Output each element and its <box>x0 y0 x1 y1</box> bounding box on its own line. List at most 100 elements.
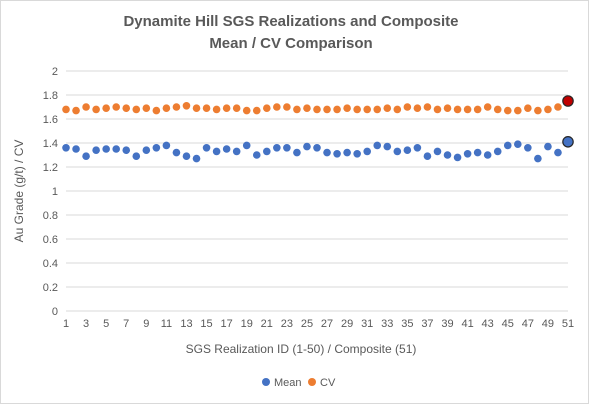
cv-point <box>313 105 321 114</box>
mean-point <box>273 144 281 152</box>
cv-point <box>273 103 281 111</box>
mean-point <box>202 144 211 152</box>
y-tick-label: 1.6 <box>43 114 58 126</box>
y-tick-label: 0.8 <box>43 210 58 222</box>
cv-point <box>554 103 562 111</box>
cv-point <box>303 104 311 112</box>
mean-point <box>333 150 341 158</box>
cv-point <box>232 104 241 112</box>
mean-point <box>323 148 331 157</box>
x-axis-label: SGS Realization ID (1-50) / Composite (5… <box>186 342 417 356</box>
y-tick-label: 0.6 <box>43 234 58 246</box>
cv-point <box>463 105 472 114</box>
cv-point <box>473 105 482 114</box>
data-points <box>62 95 574 163</box>
cv-point <box>514 106 522 115</box>
mean-point <box>62 144 70 152</box>
cv-point <box>453 105 462 114</box>
cv-point <box>343 104 351 112</box>
cv-point <box>283 103 291 111</box>
x-tick-label: 37 <box>421 318 433 330</box>
x-tick-label: 33 <box>381 318 393 330</box>
cv-point <box>403 103 412 111</box>
mean-point <box>473 148 482 157</box>
mean-point <box>524 144 532 152</box>
cv-point <box>212 105 221 114</box>
mean-point <box>413 144 422 152</box>
y-tick-label: 1.4 <box>43 138 58 150</box>
x-tick-label: 7 <box>123 318 129 330</box>
mean-point <box>293 148 301 157</box>
cv-point <box>102 104 110 112</box>
cv-point <box>323 105 331 114</box>
mean-point <box>102 145 110 153</box>
cv-point <box>483 103 492 111</box>
cv-point <box>182 102 191 110</box>
cv-point <box>92 105 100 114</box>
x-axis-ticks: 1 3 5 7 9 11 13 15 17 19 21 23 25 27 29 31 33 35 37 39 41 43 4… <box>63 318 574 330</box>
mean-point <box>313 144 321 152</box>
mean-point <box>343 148 351 157</box>
x-tick-label: 43 <box>482 318 494 330</box>
cv-point <box>152 106 161 115</box>
x-tick-label: 35 <box>401 318 413 330</box>
cv-point <box>122 104 131 112</box>
mean-point <box>443 151 452 159</box>
mean-point <box>393 147 402 156</box>
mean-point <box>453 153 462 162</box>
mean-point <box>162 141 171 150</box>
x-tick-label: 15 <box>200 318 212 330</box>
mean-point <box>232 147 241 156</box>
x-tick-label: 17 <box>221 318 233 330</box>
mean-point <box>72 145 80 153</box>
x-tick-label: 25 <box>301 318 313 330</box>
mean-point <box>142 146 151 154</box>
mean-composite-point <box>562 136 574 148</box>
cv-point <box>222 104 231 112</box>
cv-point <box>393 105 402 114</box>
mean-point <box>353 150 361 158</box>
x-tick-label: 21 <box>261 318 273 330</box>
cv-point <box>172 103 181 111</box>
mean-point <box>303 142 311 151</box>
cv-point <box>534 106 542 115</box>
mean-point <box>463 150 472 158</box>
mean-point <box>373 141 382 150</box>
x-tick-label: 49 <box>542 318 554 330</box>
x-tick-label: 3 <box>83 318 89 330</box>
x-tick-label: 29 <box>341 318 353 330</box>
mean-point <box>222 145 231 153</box>
y-tick-label: 0.4 <box>43 258 58 270</box>
cv-point <box>433 105 442 114</box>
mean-point <box>554 148 562 157</box>
y-tick-label: 1.8 <box>43 90 58 102</box>
cv-point <box>353 105 361 114</box>
cv-point <box>503 106 512 115</box>
cv-point <box>112 103 120 111</box>
mean-point <box>514 140 522 148</box>
y-tick-label: 1 <box>52 186 58 198</box>
cv-point <box>142 104 151 112</box>
x-tick-label: 39 <box>441 318 453 330</box>
cv-point <box>373 105 382 114</box>
x-tick-label: 13 <box>180 318 192 330</box>
x-tick-label: 47 <box>522 318 534 330</box>
x-tick-label: 19 <box>241 318 253 330</box>
mean-point <box>112 145 120 153</box>
mean-point <box>383 142 392 151</box>
cv-point <box>333 105 341 114</box>
y-tick-label: 1.2 <box>43 162 58 174</box>
cv-point <box>82 103 90 111</box>
mean-point <box>252 151 261 159</box>
x-tick-label: 5 <box>103 318 109 330</box>
cv-point <box>443 104 452 112</box>
y-tick-label: 0.2 <box>43 282 58 294</box>
mean-point <box>242 141 251 150</box>
legend-mean-marker <box>262 378 270 386</box>
y-tick-label: 0 <box>52 306 58 318</box>
mean-point <box>493 147 502 156</box>
cv-point <box>544 105 552 114</box>
mean-point <box>132 152 141 160</box>
